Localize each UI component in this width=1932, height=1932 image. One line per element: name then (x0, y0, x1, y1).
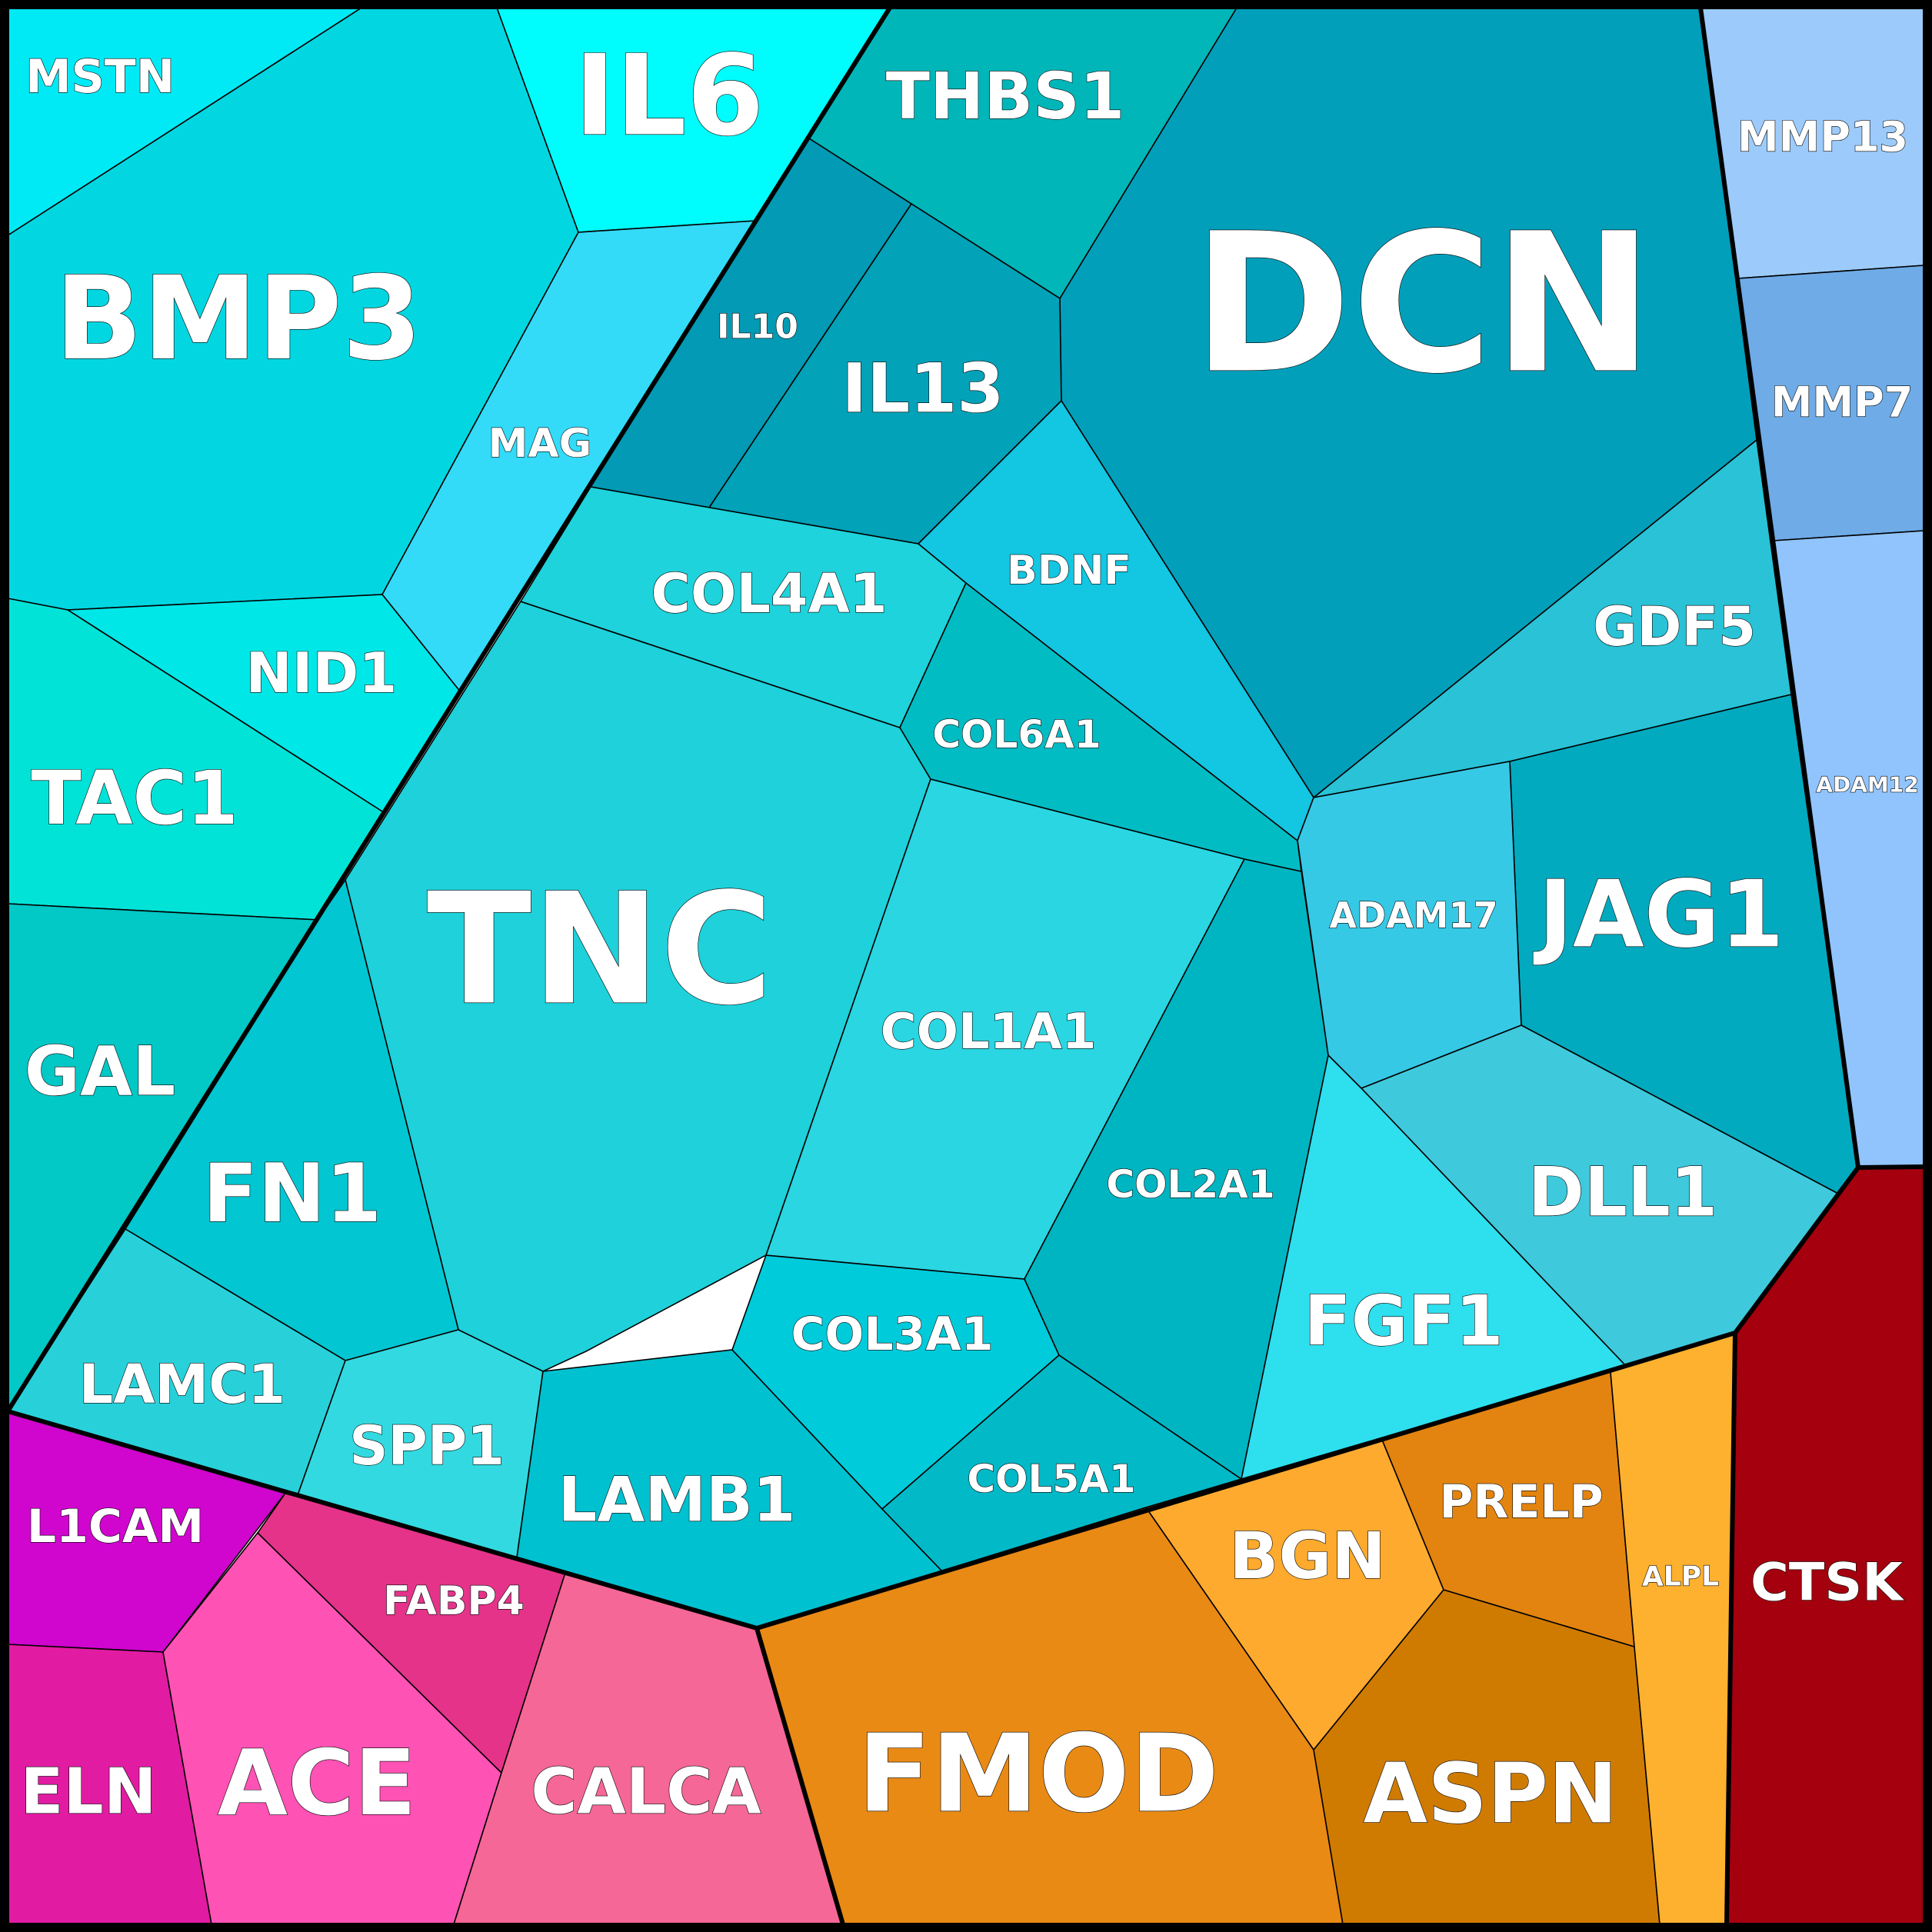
cyan-diagonal-border (5, 6, 892, 1413)
blue-red-border (1857, 1164, 1925, 1170)
label-ace: ACE (218, 1730, 417, 1836)
label-col3a1: COL3A1 (791, 1307, 993, 1361)
label-lamc1: LAMC1 (79, 1353, 286, 1416)
label-alpl: ALPL (1642, 1561, 1719, 1593)
label-fn1: FN1 (203, 1147, 382, 1241)
label-bgn: BGN (1229, 1518, 1385, 1594)
label-aspn: ASPN (1364, 1747, 1618, 1843)
label-tnc: TNC (427, 861, 774, 1040)
label-mmp13: MMP13 (1737, 113, 1908, 162)
label-thbs1: THBS1 (886, 58, 1125, 134)
label-ctsk: CTSK (1750, 1553, 1904, 1614)
label-fmod: FMOD (858, 1712, 1219, 1837)
label-il10: IL10 (717, 308, 798, 347)
label-spp1: SPP1 (349, 1414, 505, 1477)
red-orange-border (1724, 1332, 1737, 1925)
label-col1a1: COL1A1 (881, 1004, 1097, 1061)
label-jag1: JAG1 (1533, 862, 1784, 969)
label-dll1: DLL1 (1528, 1153, 1717, 1232)
label-col2a1: COL2A1 (1106, 1162, 1274, 1207)
group-borders (5, 6, 1925, 1925)
label-nid1: NID1 (246, 641, 398, 705)
label-il13: IL13 (841, 349, 1004, 428)
label-col6a1: COL6A1 (932, 712, 1101, 757)
label-prelp: PRELP (1439, 1475, 1603, 1529)
treemap-labels: DCN TNC BMP3 IL6 THBS1 IL13 IL10 MAG MSTN NID1TAC… (20, 31, 1919, 1843)
label-mag: MAG (488, 421, 592, 467)
label-adam17: ADAM17 (1329, 894, 1497, 936)
label-bmp3: BMP3 (55, 252, 422, 386)
treemap-cells (6, 7, 1925, 1925)
label-gal: GAL (25, 1032, 175, 1111)
label-mmp7: MMP7 (1771, 378, 1914, 427)
label-lamb1: LAMB1 (558, 1464, 795, 1536)
label-fgf1: FGF1 (1304, 1281, 1503, 1362)
magenta-orange-border (754, 1627, 845, 1925)
label-col4a1: COL4A1 (651, 562, 887, 625)
label-bdnf: BDNF (1007, 548, 1131, 594)
label-calca: CALCA (531, 1756, 761, 1829)
label-col5a1: COL5A1 (967, 1457, 1135, 1501)
label-dcn: DCN (1192, 192, 1654, 416)
label-adam12: ADAM12 (1816, 772, 1918, 798)
label-gdf5: GDF5 (1593, 595, 1756, 658)
label-tac1: TAC1 (31, 755, 238, 841)
label-mstn: MSTN (25, 50, 175, 104)
label-l1cam: L1CAM (27, 1500, 204, 1554)
label-il6: IL6 (574, 32, 764, 162)
label-fabp4: FABP4 (383, 1578, 525, 1624)
label-eln: ELN (21, 1756, 157, 1829)
